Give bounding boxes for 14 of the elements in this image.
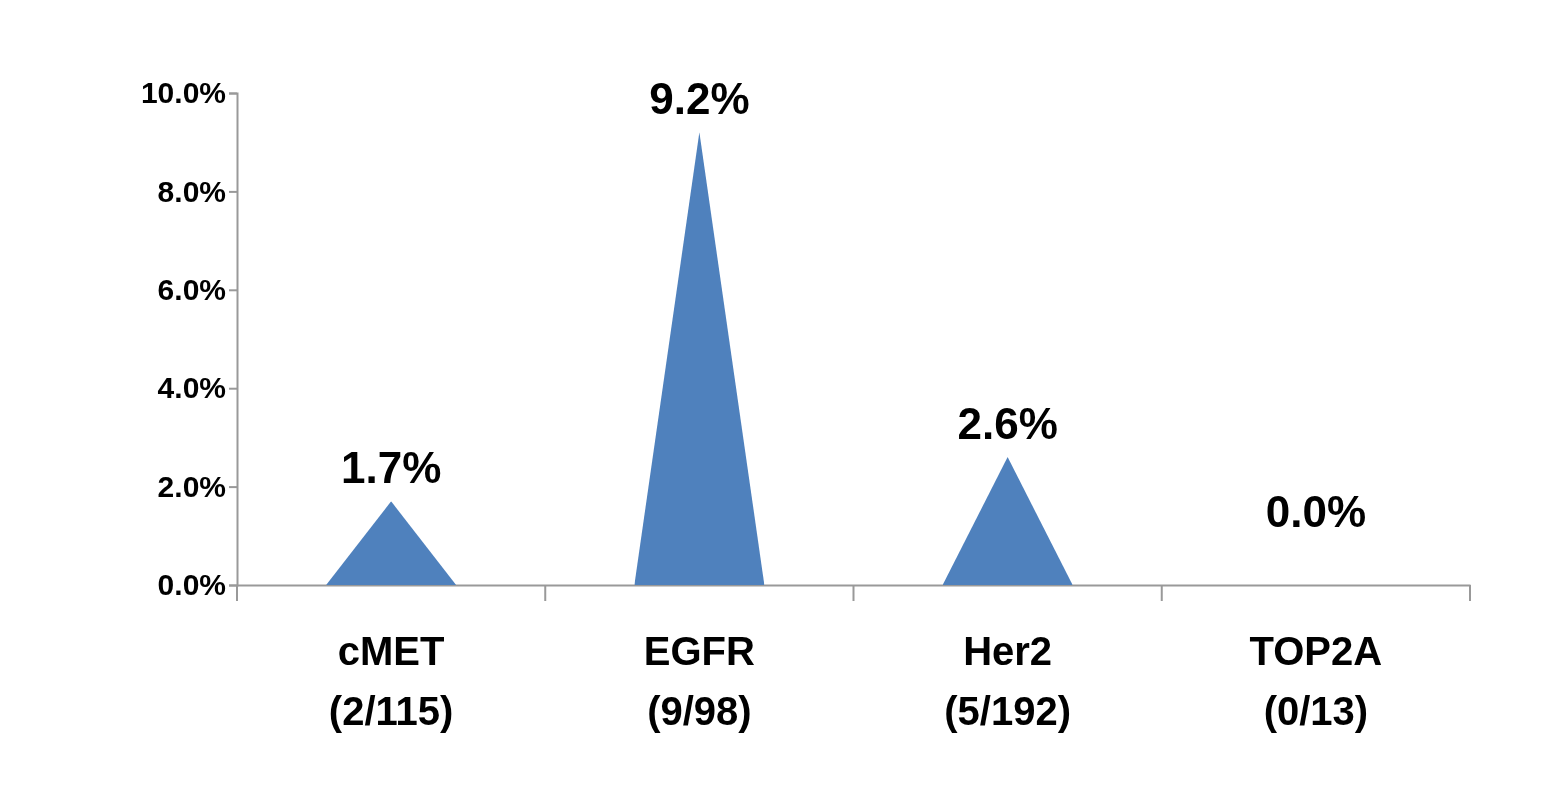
x-tick-label: TOP2A (0/13): [1249, 629, 1383, 733]
y-tick-label: 6.0%: [157, 272, 226, 306]
y-tick-label: 0.0%: [157, 568, 226, 602]
data-label: 1.7%: [340, 443, 442, 493]
x-tick-label: cMET (2/115): [328, 629, 454, 733]
x-tick-label: Her2 (5/192): [944, 629, 1071, 733]
data-label: 2.6%: [957, 399, 1058, 449]
data-label: 0.0%: [1265, 487, 1367, 536]
data-label: 9.2%: [649, 74, 750, 124]
y-tick-label: 2.0%: [157, 469, 226, 503]
x-tick-label: EGFR (9/98): [643, 629, 756, 733]
y-tick-label: 4.0%: [157, 371, 226, 405]
y-tick-label: 8.0%: [157, 174, 226, 208]
y-tick-label: 10.0%: [140, 76, 226, 110]
